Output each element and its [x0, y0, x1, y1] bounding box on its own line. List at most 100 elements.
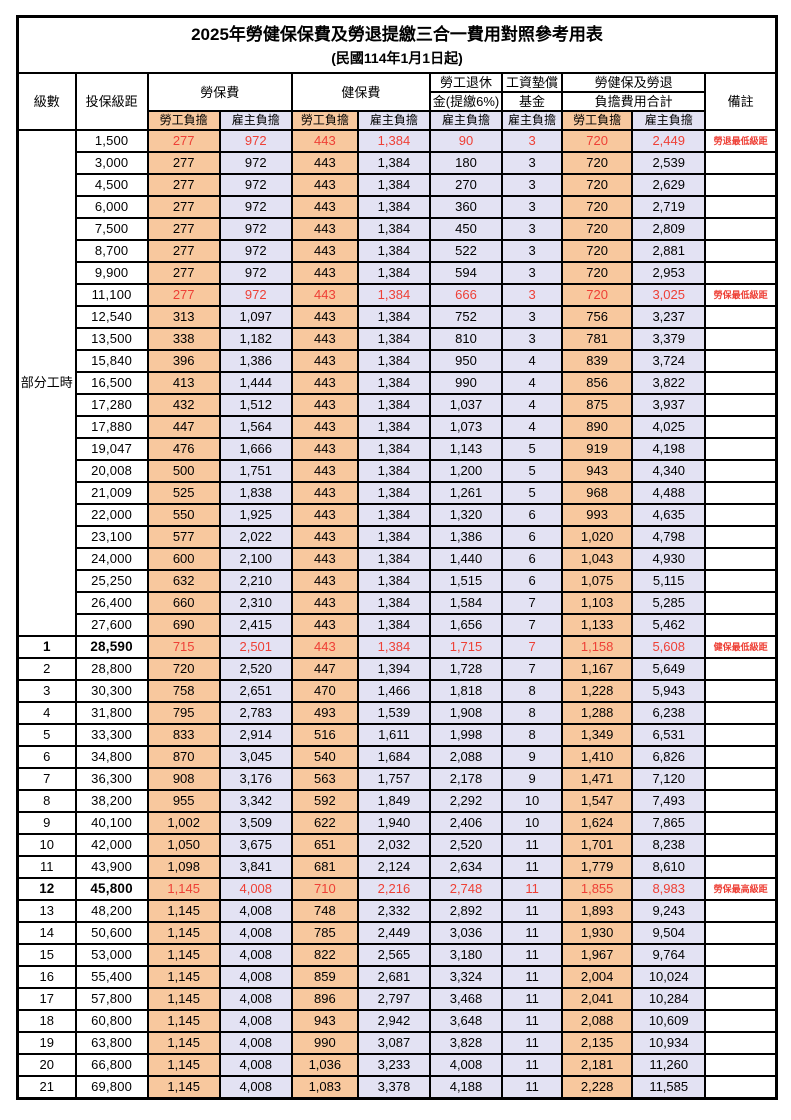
health-ins-employee-cell: 443 [290, 195, 359, 219]
wage-fund-employer-cell: 4 [501, 371, 564, 395]
health-ins-employee-cell: 681 [290, 855, 359, 879]
total-employer-cell: 3,379 [631, 327, 707, 351]
health-ins-employee-cell: 516 [290, 723, 359, 747]
labor-ins-employee-cell: 1,145 [146, 965, 221, 989]
table-row: 10 42,000 1,050 3,675 651 2,032 2,520 11 1,701 8,… [16, 833, 778, 857]
table-row: 8,700 277 972 443 1,384 522 3 720 2,881 [18, 239, 778, 263]
total-employer-cell: 6,531 [631, 723, 707, 747]
health-ins-employee-cell: 443 [290, 283, 359, 307]
total-employee-cell: 1,103 [561, 591, 634, 615]
labor-ins-employer-cell: 1,097 [218, 305, 293, 329]
pension-employer-cell: 1,320 [428, 503, 504, 527]
table-row-threshold: 11,100 277 972 443 1,384 666 3 720 3,025 勞保最低級距 [18, 283, 778, 307]
table-row: 17 57,800 1,145 4,008 896 2,797 3,468 11 2,041 10… [16, 987, 778, 1011]
remark-cell [704, 173, 778, 197]
labor-ins-employee-cell: 1,145 [146, 943, 221, 967]
total-employer-cell: 10,024 [631, 965, 707, 989]
labor-ins-employer-cell: 972 [218, 151, 293, 175]
col-header-pension-line1: 勞工退休 [428, 72, 504, 93]
remark-cell [704, 591, 778, 615]
labor-ins-employee-cell: 1,145 [146, 921, 221, 945]
wage-fund-employer-cell: 11 [501, 833, 564, 857]
remark-cell [704, 217, 778, 241]
labor-ins-employer-cell: 3,176 [218, 767, 293, 791]
bracket-cell: 21,009 [74, 481, 149, 505]
total-employee-cell: 1,779 [561, 855, 634, 879]
table-row: 19,047 476 1,666 443 1,384 1,143 5 919 4,198 [18, 437, 778, 461]
wage-fund-employer-cell: 7 [501, 635, 564, 659]
total-employee-cell: 1,349 [561, 723, 634, 747]
health-ins-employee-cell: 710 [290, 877, 359, 901]
health-ins-employer-cell: 2,565 [356, 943, 431, 967]
wage-fund-employer-cell: 3 [501, 261, 564, 285]
total-employee-cell: 2,181 [561, 1053, 634, 1077]
level-cell-part-time: 部分工時 [16, 129, 77, 637]
bracket-cell: 1,500 [74, 129, 149, 153]
remark-cell [704, 723, 778, 747]
bracket-cell: 8,700 [74, 239, 149, 263]
health-ins-employee-cell: 443 [290, 151, 359, 175]
labor-ins-employer-cell: 1,666 [218, 437, 293, 461]
wage-fund-employer-cell: 11 [501, 855, 564, 879]
bracket-cell: 19,047 [74, 437, 149, 461]
total-employee-cell: 2,004 [561, 965, 634, 989]
table-row: 26,400 660 2,310 443 1,384 1,584 7 1,103 5,285 [18, 591, 778, 615]
bracket-cell: 17,280 [74, 393, 149, 417]
pension-employer-cell: 2,178 [428, 767, 504, 791]
bracket-cell: 63,800 [74, 1031, 149, 1055]
pension-employer-cell: 180 [428, 151, 504, 175]
level-cell: 10 [16, 833, 77, 857]
wage-fund-employer-cell: 6 [501, 525, 564, 549]
table-row: 27,600 690 2,415 443 1,384 1,656 7 1,133 5,462 [18, 613, 778, 637]
health-ins-employer-cell: 1,684 [356, 745, 431, 769]
remark-cell [704, 613, 778, 637]
labor-ins-employer-cell: 972 [218, 261, 293, 285]
pension-employer-cell: 270 [428, 173, 504, 197]
wage-fund-employer-cell: 3 [501, 129, 564, 153]
total-employee-cell: 1,075 [561, 569, 634, 593]
pension-employer-cell: 2,520 [428, 833, 504, 857]
health-ins-employer-cell: 1,384 [356, 525, 431, 549]
pension-employer-cell: 1,515 [428, 569, 504, 593]
labor-ins-employee-cell: 413 [146, 371, 221, 395]
table-row: 15 53,000 1,145 4,008 822 2,565 3,180 11 1,967 9,… [16, 943, 778, 967]
remark-cell [704, 503, 778, 527]
total-employee-cell: 781 [561, 327, 634, 351]
health-ins-employee-cell: 443 [290, 129, 359, 153]
health-ins-employer-cell: 1,384 [356, 459, 431, 483]
health-ins-employee-cell: 443 [290, 217, 359, 241]
total-employee-cell: 856 [561, 371, 634, 395]
labor-ins-employer-cell: 1,512 [218, 393, 293, 417]
labor-ins-employee-cell: 277 [146, 129, 221, 153]
wage-fund-employer-cell: 11 [501, 1053, 564, 1077]
bracket-cell: 66,800 [74, 1053, 149, 1077]
health-ins-employer-cell: 1,849 [356, 789, 431, 813]
pension-employer-cell: 2,892 [428, 899, 504, 923]
table-row-threshold: 1 28,590 715 2,501 443 1,384 1,715 7 1,158 5,608 健… [16, 635, 778, 659]
table-row: 24,000 600 2,100 443 1,384 1,440 6 1,043 4,930 [18, 547, 778, 571]
table-row: 21,009 525 1,838 443 1,384 1,261 5 968 4,488 [18, 481, 778, 505]
labor-ins-employer-cell: 972 [218, 195, 293, 219]
labor-ins-employee-cell: 795 [146, 701, 221, 725]
health-ins-employer-cell: 1,394 [356, 657, 431, 681]
level-cell: 14 [16, 921, 77, 945]
health-ins-employer-cell: 1,384 [356, 371, 431, 395]
table-row: 20 66,800 1,145 4,008 1,036 3,233 4,008 11 2,181… [16, 1053, 778, 1077]
total-employee-cell: 1,471 [561, 767, 634, 791]
total-employee-cell: 1,288 [561, 701, 634, 725]
remark-cell [704, 349, 778, 373]
labor-ins-employee-cell: 1,145 [146, 1031, 221, 1055]
col-header-level: 級數 [16, 72, 77, 131]
total-employee-cell: 1,547 [561, 789, 634, 813]
level-cell: 17 [16, 987, 77, 1011]
total-employer-cell: 7,865 [631, 811, 707, 835]
total-employee-cell: 720 [561, 217, 634, 241]
header-row-1: 級數 投保級距 勞保費 健保費 勞工退休 工資墊償 勞健保及勞退 備註 [16, 72, 778, 131]
total-employee-cell: 1,855 [561, 877, 634, 901]
health-ins-employer-cell: 2,216 [356, 877, 431, 901]
wage-fund-employer-cell: 10 [501, 811, 564, 835]
remark-cell [704, 459, 778, 483]
total-employer-cell: 10,284 [631, 987, 707, 1011]
health-ins-employer-cell: 2,942 [356, 1009, 431, 1033]
labor-ins-employer-cell: 1,444 [218, 371, 293, 395]
